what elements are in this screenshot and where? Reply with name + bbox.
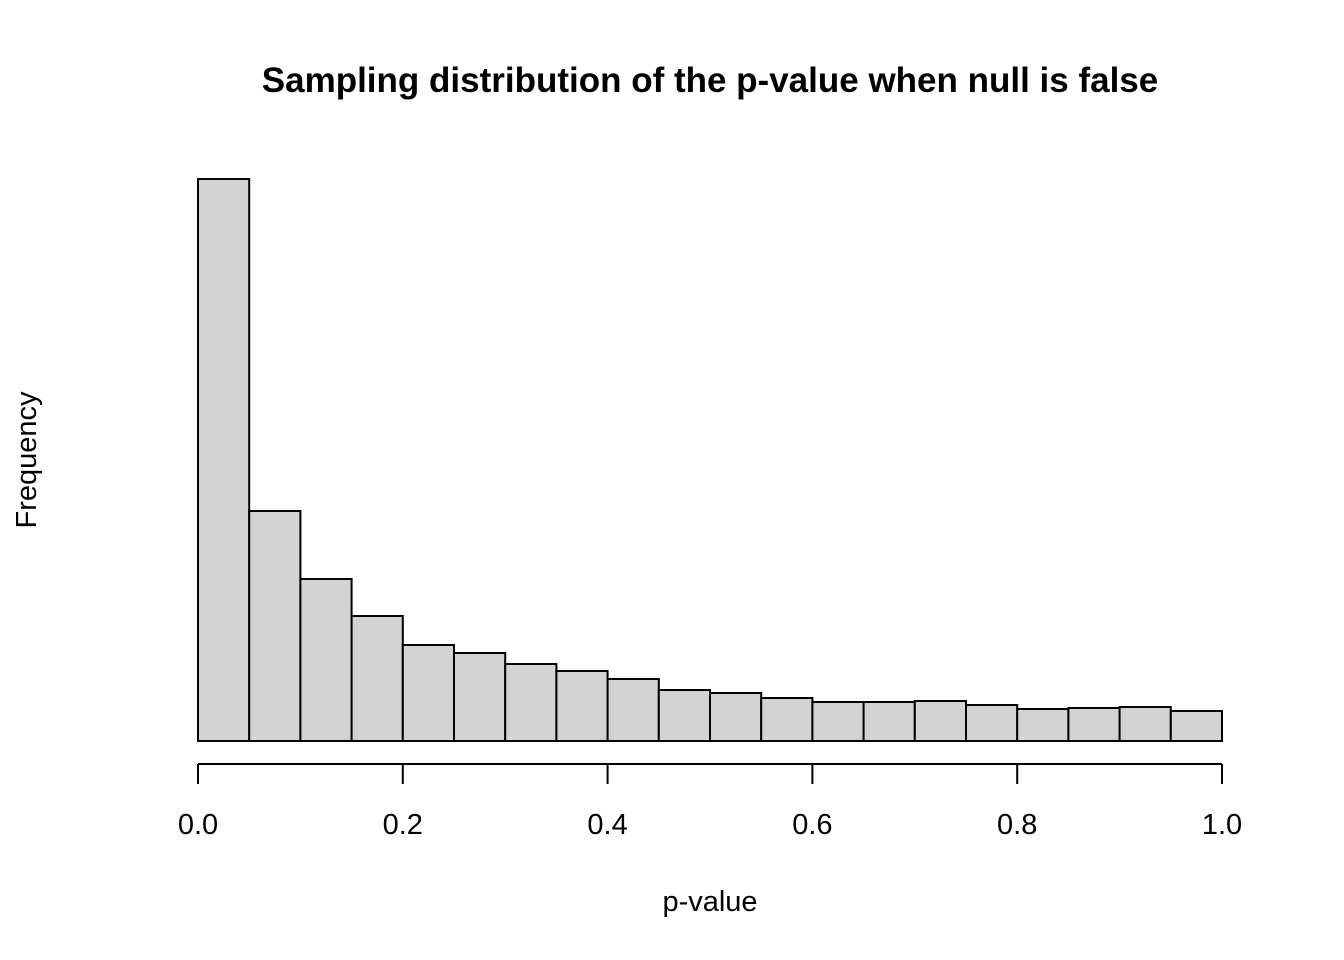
histogram-bar <box>248 510 302 742</box>
x-tick-label: 0.0 <box>178 809 218 841</box>
histogram-bar <box>299 578 353 742</box>
histogram-bar <box>401 644 455 742</box>
x-tick-label: 0.4 <box>587 809 627 841</box>
histogram-bar <box>862 701 916 742</box>
histogram-bar <box>197 178 251 742</box>
histogram-bar <box>657 689 711 742</box>
histogram-bar <box>1067 707 1121 742</box>
histogram-bar <box>811 701 865 742</box>
histogram-bar <box>913 700 967 742</box>
histogram-bar <box>1118 706 1172 742</box>
x-axis: 0.0 0.2 0.4 0.6 0.8 1.0 <box>178 763 1242 841</box>
histogram-bar <box>965 704 1019 742</box>
x-tick-label: 0.2 <box>383 809 423 841</box>
y-axis-label: Frequency <box>11 391 43 529</box>
x-tick-label: 1.0 <box>1202 809 1242 841</box>
histogram-bar <box>606 678 660 742</box>
chart-title: Sampling distribution of the p-value whe… <box>262 61 1158 100</box>
histogram-bar <box>555 670 609 742</box>
histogram-bar <box>760 697 814 742</box>
histogram-bar <box>1016 708 1070 742</box>
x-tick-label: 0.8 <box>997 809 1037 841</box>
histogram-bar <box>504 663 558 742</box>
histogram-bar <box>350 615 404 742</box>
x-tick-label: 0.6 <box>792 809 832 841</box>
histogram-bar <box>453 652 507 742</box>
histogram-bar <box>709 692 763 742</box>
bars <box>197 178 1224 742</box>
x-axis-label: p-value <box>662 886 757 918</box>
histogram-bar <box>1169 710 1224 742</box>
